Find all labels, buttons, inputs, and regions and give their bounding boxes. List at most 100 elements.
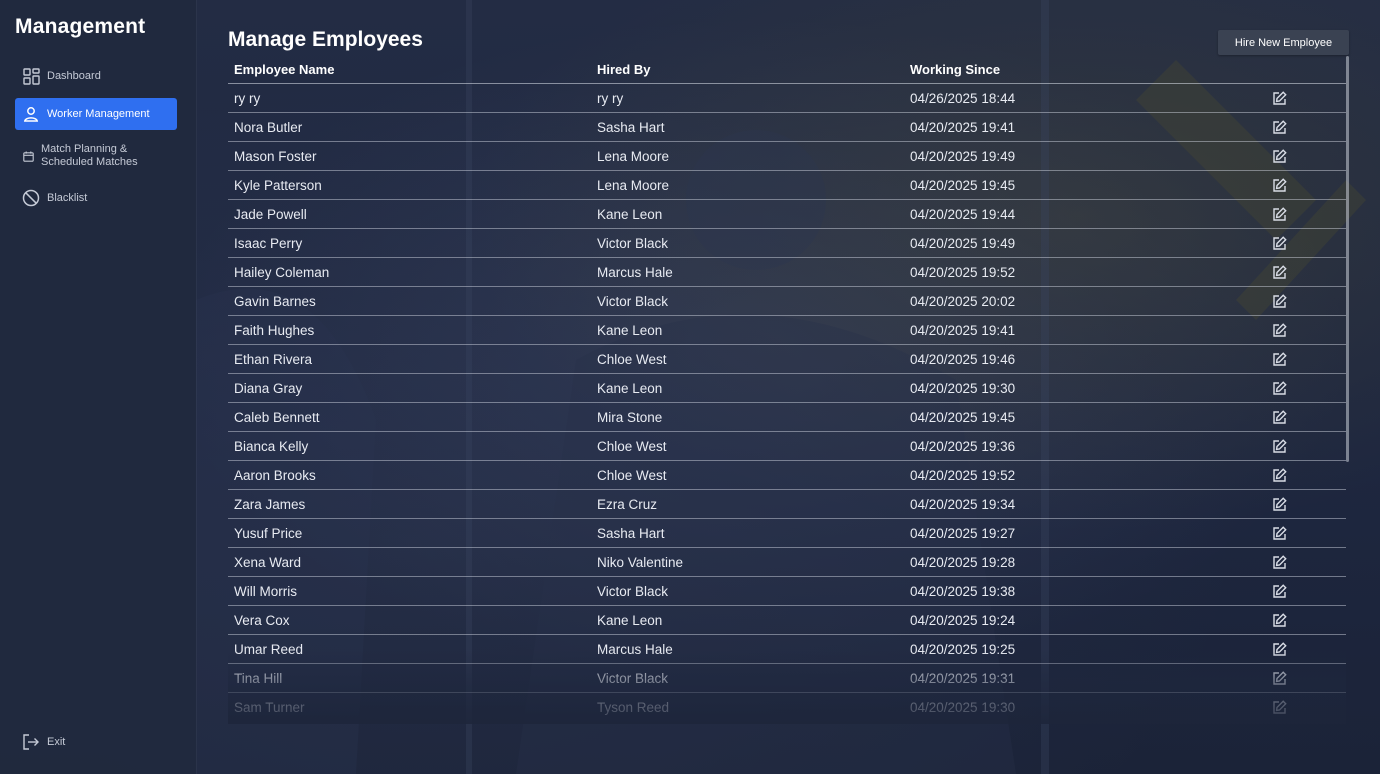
sidebar-item-dashboard[interactable]: Dashboard	[15, 60, 177, 92]
edit-icon[interactable]	[1271, 554, 1287, 570]
cell-hired-by: Marcus Hale	[597, 264, 673, 280]
cell-employee-name: Tina Hill	[234, 670, 283, 686]
table-row: Hailey Coleman Marcus Hale 04/20/2025 19:5…	[228, 258, 1346, 287]
cell-hired-by: Chloe West	[597, 438, 667, 454]
cell-employee-name: Bianca Kelly	[234, 438, 309, 454]
cell-employee-name: Caleb Bennett	[234, 409, 320, 425]
cell-hired-by: ry ry	[597, 90, 624, 106]
cell-employee-name: Mason Foster	[234, 148, 317, 164]
edit-icon[interactable]	[1271, 467, 1287, 483]
cell-working-since: 04/20/2025 19:45	[910, 177, 1016, 193]
hire-new-employee-button[interactable]: Hire New Employee	[1218, 30, 1349, 55]
sidebar-item-label-line2: Scheduled Matches	[41, 156, 138, 168]
edit-icon[interactable]	[1271, 612, 1287, 628]
sidebar-item-worker-management[interactable]: Worker Management	[15, 98, 177, 130]
edit-icon[interactable]	[1271, 148, 1287, 164]
cell-working-since: 04/20/2025 19:52	[910, 467, 1016, 483]
table-row: Umar Reed Marcus Hale 04/20/2025 19:25	[228, 635, 1346, 664]
cell-employee-name: ry ry	[234, 90, 261, 106]
cell-working-since: 04/26/2025 18:44	[910, 90, 1016, 106]
cell-hired-by: Victor Black	[597, 583, 669, 599]
edit-icon[interactable]	[1271, 525, 1287, 541]
cell-employee-name: Gavin Barnes	[234, 293, 316, 309]
cell-actions	[1264, 525, 1346, 541]
cell-hired-by: Ezra Cruz	[597, 496, 658, 512]
table-row: ry ry ry ry 04/26/2025 18:44	[228, 84, 1346, 113]
table-row: Nora Butler Sasha Hart 04/20/2025 19:41	[228, 113, 1346, 142]
cell-employee-name: Umar Reed	[234, 641, 304, 657]
edit-icon[interactable]	[1271, 583, 1287, 599]
edit-icon[interactable]	[1271, 670, 1287, 686]
edit-icon[interactable]	[1271, 119, 1287, 135]
table-row: Ethan Rivera Chloe West 04/20/2025 19:46	[228, 345, 1346, 374]
edit-icon[interactable]	[1271, 322, 1287, 338]
sidebar: Management Dashboard Worker Management	[0, 0, 196, 774]
cell-employee-name: Hailey Coleman	[234, 264, 330, 280]
table-row: Will Morris Victor Black 04/20/2025 19:38	[228, 577, 1346, 606]
cell-working-since: 04/20/2025 19:49	[910, 235, 1016, 251]
cell-employee-name: Nora Butler	[234, 119, 303, 135]
cell-hired-by: Mira Stone	[597, 409, 663, 425]
edit-icon[interactable]	[1271, 496, 1287, 512]
cell-employee-name: Yusuf Price	[234, 525, 303, 541]
edit-icon[interactable]	[1271, 380, 1287, 396]
cell-working-since: 04/20/2025 19:46	[910, 351, 1016, 367]
cell-actions	[1264, 293, 1346, 309]
cell-hired-by: Lena Moore	[597, 177, 670, 193]
table-row: Caleb Bennett Mira Stone 04/20/2025 19:45	[228, 403, 1346, 432]
cell-hired-by: Kane Leon	[597, 380, 663, 396]
edit-icon[interactable]	[1271, 206, 1287, 222]
cell-actions	[1264, 583, 1346, 599]
edit-icon[interactable]	[1271, 235, 1287, 251]
cell-hired-by: Chloe West	[597, 351, 667, 367]
cell-working-since: 04/20/2025 19:38	[910, 583, 1016, 599]
exit-button[interactable]: Exit	[15, 730, 135, 754]
cell-working-since: 04/20/2025 19:41	[910, 119, 1016, 135]
cell-working-since: 04/20/2025 19:30	[910, 699, 1016, 715]
cell-actions	[1264, 438, 1346, 454]
cell-actions	[1264, 612, 1346, 628]
sidebar-item-label: Dashboard	[47, 70, 101, 82]
cell-employee-name: Ethan Rivera	[234, 351, 313, 367]
cell-working-since: 04/20/2025 19:31	[910, 670, 1016, 686]
user-icon	[22, 105, 40, 123]
edit-icon[interactable]	[1271, 90, 1287, 106]
edit-icon[interactable]	[1271, 264, 1287, 280]
edit-icon[interactable]	[1271, 438, 1287, 454]
edit-icon[interactable]	[1271, 641, 1287, 657]
edit-icon[interactable]	[1271, 177, 1287, 193]
table-body: ry ry ry ry 04/26/2025 18:44 Nora Butler Sas…	[228, 84, 1346, 720]
cell-hired-by: Victor Black	[597, 670, 669, 686]
edit-icon[interactable]	[1271, 409, 1287, 425]
sidebar-item-label: Blacklist	[47, 192, 88, 204]
cell-working-since: 04/20/2025 19:30	[910, 380, 1016, 396]
sidebar-item-match-planning[interactable]: Match Planning & Scheduled Matches	[15, 138, 177, 174]
dashboard-grid-icon	[22, 67, 40, 85]
cell-actions	[1264, 264, 1346, 280]
table-row: Kyle Patterson Lena Moore 04/20/2025 19:45	[228, 171, 1346, 200]
calendar-icon	[22, 150, 34, 162]
table-row: Tina Hill Victor Black 04/20/2025 19:31	[228, 664, 1346, 693]
table-row: Vera Cox Kane Leon 04/20/2025 19:24	[228, 606, 1346, 635]
ban-icon	[22, 189, 40, 207]
table-row: Isaac Perry Victor Black 04/20/2025 19:49	[228, 229, 1346, 258]
edit-icon[interactable]	[1271, 699, 1287, 715]
edit-icon[interactable]	[1271, 293, 1287, 309]
edit-icon[interactable]	[1271, 351, 1287, 367]
cell-working-since: 04/20/2025 19:36	[910, 438, 1016, 454]
table-scrollbar[interactable]	[1346, 56, 1349, 462]
cell-employee-name: Sam Turner	[234, 699, 305, 715]
cell-actions	[1264, 235, 1346, 251]
cell-actions	[1264, 467, 1346, 483]
cell-employee-name: Xena Ward	[234, 554, 302, 570]
cell-working-since: 04/20/2025 19:24	[910, 612, 1016, 628]
cell-hired-by: Niko Valentine	[597, 554, 684, 570]
column-header-working-since: Working Since	[910, 62, 1001, 77]
cell-actions	[1264, 206, 1346, 222]
cell-working-since: 04/20/2025 20:02	[910, 293, 1016, 309]
sidebar-item-label: Worker Management	[47, 108, 150, 120]
sidebar-item-blacklist[interactable]: Blacklist	[15, 182, 177, 214]
cell-actions	[1264, 699, 1346, 715]
brand-title: Management	[15, 15, 146, 38]
cell-hired-by: Lena Moore	[597, 148, 670, 164]
